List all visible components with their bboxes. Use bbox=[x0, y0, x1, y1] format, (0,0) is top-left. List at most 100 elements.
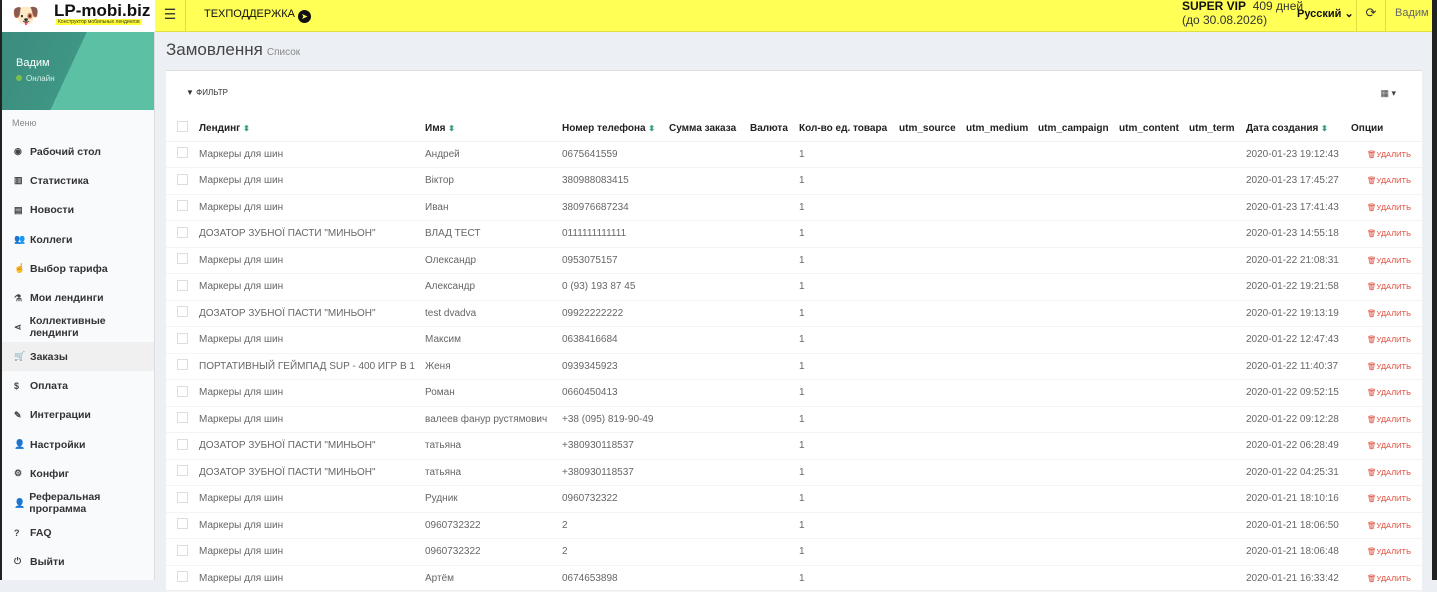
user-menu[interactable]: Вадим bbox=[1395, 7, 1429, 19]
row-checkbox[interactable] bbox=[177, 306, 188, 318]
delete-button[interactable]: 🗑УДАЛИТЬ bbox=[1351, 150, 1411, 159]
delete-button[interactable]: 🗑УДАЛИТЬ bbox=[1351, 468, 1411, 477]
row-checkbox[interactable] bbox=[177, 279, 188, 291]
options-cell: 🗑УДАЛИТЬ bbox=[1346, 459, 1422, 486]
table-cell bbox=[1114, 432, 1184, 460]
table-cell bbox=[664, 167, 745, 195]
column-header[interactable]: Опции bbox=[1346, 116, 1422, 142]
sort-icon[interactable]: ⬍ bbox=[648, 123, 656, 133]
sidebar-item-3[interactable]: 👥 Коллеги bbox=[2, 225, 154, 254]
delete-button[interactable]: 🗑УДАЛИТЬ bbox=[1351, 362, 1411, 371]
select-all-checkbox[interactable] bbox=[177, 121, 188, 133]
row-checkbox[interactable] bbox=[177, 173, 188, 185]
sidebar-item-label: Мои лендинги bbox=[30, 292, 104, 305]
delete-button[interactable]: 🗑УДАЛИТЬ bbox=[1351, 415, 1411, 424]
row-checkbox[interactable] bbox=[177, 412, 188, 424]
sort-icon[interactable]: ⬍ bbox=[1321, 123, 1328, 133]
delete-button[interactable]: 🗑УДАЛИТЬ bbox=[1351, 282, 1411, 291]
delete-button[interactable]: 🗑УДАЛИТЬ bbox=[1351, 547, 1411, 556]
sidebar-item-7[interactable]: 🛒 Заказы bbox=[2, 342, 154, 372]
sort-icon[interactable]: ⬍ bbox=[243, 123, 250, 133]
table-cell: Маркеры для шин bbox=[194, 141, 420, 168]
table-cell: Маркеры для шин bbox=[194, 326, 420, 354]
sidebar-item-2[interactable]: ▤ Новости bbox=[2, 196, 154, 225]
delete-label: УДАЛИТЬ bbox=[1376, 176, 1412, 186]
sidebar-item-8[interactable]: $ Оплата bbox=[2, 371, 154, 400]
sidebar-item-12[interactable]: 👤 Реферальная программа bbox=[2, 489, 154, 518]
row-checkbox[interactable] bbox=[177, 359, 188, 371]
sidebar-item-0[interactable]: ◉ Рабочий стол bbox=[2, 137, 154, 166]
row-checkbox[interactable] bbox=[177, 491, 188, 503]
column-header[interactable]: utm_campaign bbox=[1033, 116, 1114, 142]
row-checkbox[interactable] bbox=[177, 147, 188, 159]
row-checkbox[interactable] bbox=[177, 465, 188, 477]
sidebar-item-label: Настройки bbox=[30, 438, 86, 451]
sidebar-item-13[interactable]: ? FAQ bbox=[2, 518, 154, 547]
column-header[interactable]: Валюта bbox=[745, 116, 794, 142]
row-checkbox[interactable] bbox=[177, 438, 188, 450]
column-header[interactable]: Лендинг ⬍ bbox=[194, 116, 420, 142]
column-header[interactable]: Номер телефона ⬍ bbox=[557, 116, 664, 142]
sidebar-item-1[interactable]: ▥ Статистика bbox=[2, 166, 154, 195]
delete-label: УДАЛИТЬ bbox=[1376, 255, 1412, 265]
delete-button[interactable]: 🗑УДАЛИТЬ bbox=[1351, 309, 1411, 318]
delete-button[interactable]: 🗑УДАЛИТЬ bbox=[1351, 521, 1411, 530]
table-cell bbox=[745, 512, 794, 539]
delete-button[interactable]: 🗑УДАЛИТЬ bbox=[1351, 574, 1411, 583]
table-cell: Женя bbox=[420, 353, 557, 380]
column-header-label: Сумма заказа bbox=[669, 122, 737, 134]
language-dropdown[interactable]: Русский ⌄ bbox=[1297, 7, 1354, 20]
delete-button[interactable]: 🗑УДАЛИТЬ bbox=[1351, 229, 1411, 238]
table-cell bbox=[961, 432, 1033, 460]
column-header[interactable]: utm_source bbox=[894, 116, 961, 142]
logo[interactable]: 🐶 LP-mobi.biz Конструктор мобильных ленд… bbox=[2, 0, 155, 32]
table-cell bbox=[1184, 300, 1241, 327]
menu-toggle-icon[interactable]: ☰ bbox=[155, 0, 186, 32]
table-cell: 2020-01-23 19:12:43 bbox=[1241, 141, 1346, 168]
filter-icon: ▼ bbox=[186, 88, 194, 97]
row-checkbox[interactable] bbox=[177, 518, 188, 530]
delete-button[interactable]: 🗑УДАЛИТЬ bbox=[1351, 203, 1411, 212]
delete-button[interactable]: 🗑УДАЛИТЬ bbox=[1351, 388, 1411, 397]
delete-button[interactable]: 🗑УДАЛИТЬ bbox=[1351, 441, 1411, 450]
table-cell bbox=[664, 379, 745, 407]
sidebar-item-4[interactable]: ☝ Выбор тарифа bbox=[2, 254, 154, 283]
trash-icon: 🗑 bbox=[1367, 547, 1377, 557]
table-cell: татьяна bbox=[420, 459, 557, 486]
column-header[interactable]: utm_content bbox=[1114, 116, 1184, 142]
table-cell: 1 bbox=[794, 538, 894, 566]
column-header[interactable]: Дата создания ⬍ bbox=[1241, 116, 1346, 142]
column-header[interactable]: utm_term bbox=[1184, 116, 1241, 142]
sidebar-item-6[interactable]: ⋖ Коллективные лендинги bbox=[2, 313, 154, 342]
sidebar-item-9[interactable]: ✎ Интеграции bbox=[2, 401, 154, 430]
table-cell: 1 bbox=[794, 247, 894, 274]
delete-button[interactable]: 🗑УДАЛИТЬ bbox=[1351, 256, 1411, 265]
delete-button[interactable]: 🗑УДАЛИТЬ bbox=[1351, 494, 1411, 503]
row-checkbox[interactable] bbox=[177, 385, 188, 397]
sidebar-item-14[interactable]: ⏻ Выйти bbox=[2, 547, 154, 576]
column-header[interactable]: Имя ⬍ bbox=[420, 116, 557, 142]
row-checkbox[interactable] bbox=[177, 544, 188, 556]
sidebar-item-5[interactable]: ⚗ Мои лендинги bbox=[2, 283, 154, 312]
row-checkbox[interactable] bbox=[177, 332, 188, 344]
column-header[interactable]: Кол-во ед. товара bbox=[794, 116, 894, 142]
row-checkbox[interactable] bbox=[177, 226, 188, 238]
delete-button[interactable]: 🗑УДАЛИТЬ bbox=[1351, 176, 1411, 185]
row-checkbox[interactable] bbox=[177, 571, 188, 583]
column-header[interactable]: Сумма заказа bbox=[664, 116, 745, 142]
trash-icon: 🗑 bbox=[1367, 414, 1377, 424]
refresh-icon[interactable]: ⟳ bbox=[1356, 0, 1386, 32]
support-link[interactable]: ТЕХПОДДЕРЖКА ➤ bbox=[204, 8, 312, 23]
sidebar-item-10[interactable]: 👤 Настройки bbox=[2, 430, 154, 459]
column-header[interactable]: utm_medium bbox=[961, 116, 1033, 142]
table-row: Маркеры для шин Олександр 0953075157 1 2020-… bbox=[166, 247, 1422, 274]
sidebar-item-11[interactable]: ⚙ Конфиг bbox=[2, 459, 154, 488]
row-checkbox[interactable] bbox=[177, 200, 188, 212]
delete-button[interactable]: 🗑УДАЛИТЬ bbox=[1351, 335, 1411, 344]
filter-button[interactable]: ▼ ФИЛЬТР bbox=[186, 88, 228, 97]
sort-icon[interactable]: ⬍ bbox=[448, 123, 455, 133]
column-selector[interactable]: ▦ ▾ bbox=[1380, 88, 1396, 99]
user-plus-icon: 👤 bbox=[14, 497, 26, 508]
row-checkbox[interactable] bbox=[177, 253, 188, 265]
table-cell bbox=[894, 459, 961, 486]
